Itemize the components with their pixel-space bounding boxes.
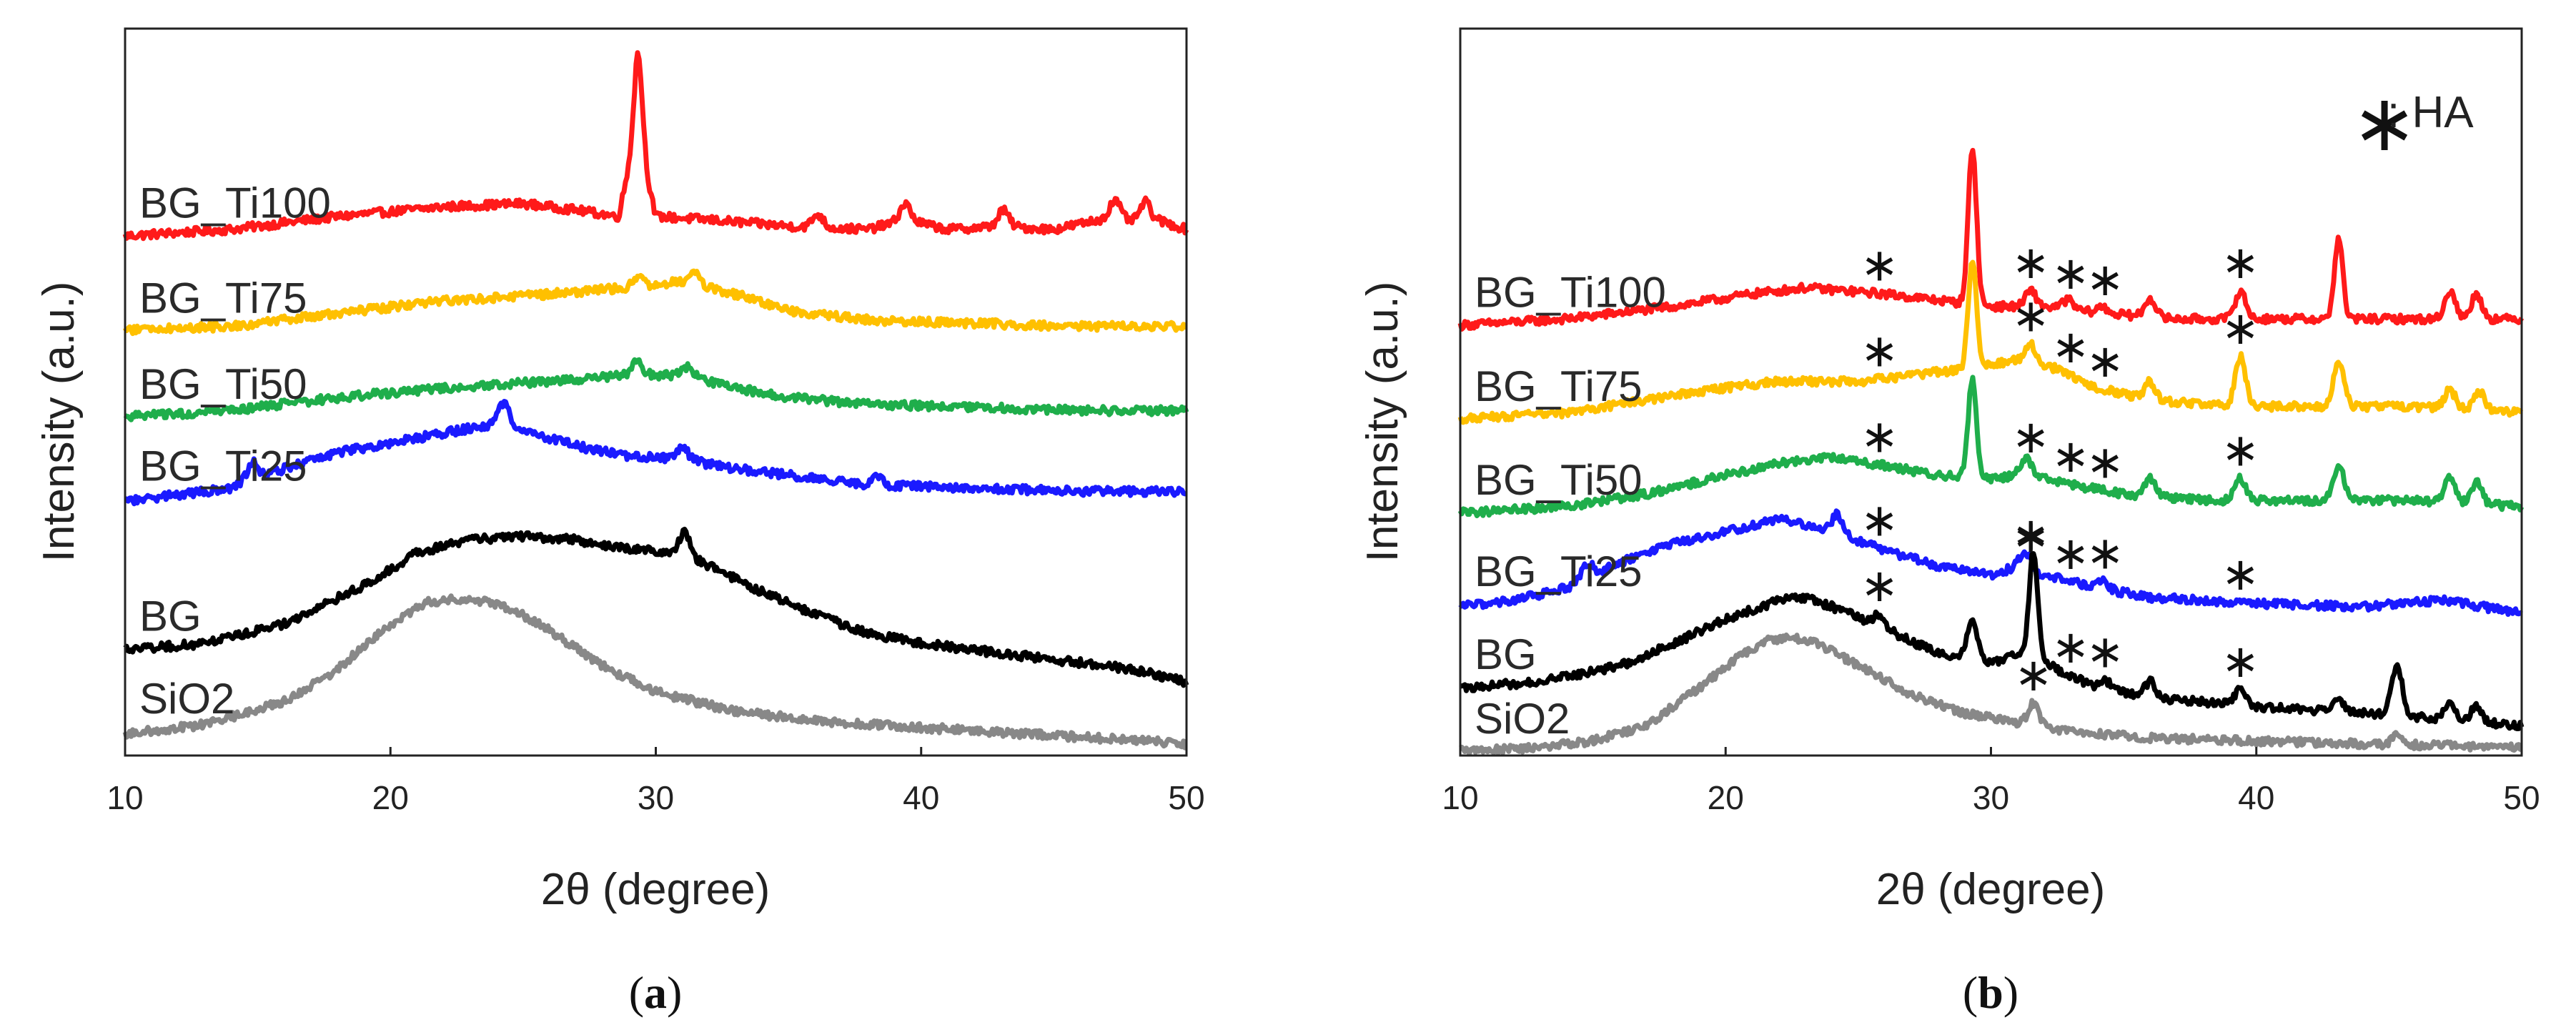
ha-legend: ∗ : HA	[2352, 77, 2474, 169]
ha-peak-marker: ∗	[2051, 528, 2090, 580]
ha-peak-marker: ∗	[1861, 411, 1899, 464]
series-label: BG_Ti50	[1475, 456, 1643, 504]
y-axis-title: Intensity (a.u.)	[1358, 282, 1407, 563]
series-label: BG_Ti100	[1475, 269, 1666, 317]
ha-peak-marker: ∗	[2051, 247, 2090, 300]
series-line-bg-ti50	[123, 357, 1189, 422]
ha-peak-marker: ∗	[1861, 560, 1899, 613]
plot-area: BG_Ti100 BG_Ti75 BG_Ti50 BG_Ti25 BG SiO2	[122, 50, 1189, 751]
panel-caption: (b)	[1963, 967, 2018, 1018]
ha-peak-marker: ∗	[2086, 527, 2124, 580]
x-tick-label: 10	[106, 779, 143, 816]
series-label: BG_Ti25	[139, 442, 307, 490]
panel-b: Intensity (a.u.) BG_Ti100∗ ∗ ∗∗ ∗BG_Ti75∗∗∗…	[1358, 27, 2540, 1018]
y-axis-title: Intensity (a.u.)	[34, 282, 84, 563]
ha-peak-marker: ∗	[2011, 411, 2050, 464]
plot-area: BG_Ti100∗ ∗ ∗∗ ∗BG_Ti75∗∗∗∗∗BG_Ti50∗ ∗ ∗∗ ∗BG_…	[1457, 147, 2525, 756]
ha-peak-marker: ∗	[1861, 494, 1899, 547]
ha-peak-marker: ∗	[2221, 635, 2260, 688]
ha-peak-marker: ∗	[2086, 625, 2124, 678]
panel-letter: a	[644, 967, 667, 1018]
ha-peak-marker: ∗	[2051, 430, 2090, 483]
ha-legend-marker: ∗	[2352, 77, 2417, 169]
series-label: BG_Ti25	[1475, 548, 1643, 595]
series-label: SiO2	[139, 675, 234, 723]
ha-peak-marker: ∗	[2221, 302, 2260, 355]
x-axis-ticks: 10 20 30 40 50	[106, 747, 1205, 816]
ha-peak-marker: ∗	[2221, 424, 2260, 477]
series-line-bg-ti100	[1457, 147, 2525, 332]
series-line-bg-ti50	[1457, 375, 2525, 518]
ha-peak-marker: ∗	[2011, 511, 2050, 564]
panel-letter: b	[1978, 967, 2003, 1018]
x-tick-label: 40	[903, 779, 939, 816]
ha-peak-marker: ∗	[2086, 335, 2124, 388]
series-line-bg-ti100	[122, 50, 1189, 242]
series-line-bg-ti25	[124, 399, 1188, 507]
ha-peak-marker: ∗	[2221, 237, 2260, 289]
x-tick-label: 50	[2503, 779, 2540, 816]
series-line-bg-ti25	[1458, 508, 2523, 617]
series-line-bg-ti75	[122, 268, 1188, 337]
series-line-bg-ti75	[1457, 259, 2524, 425]
x-axis-ticks: 10 20 30 40 50	[1442, 747, 2540, 816]
x-axis-title: 2θ (degree)	[541, 865, 771, 914]
panel-a: Intensity (a.u.) BG_Ti100BG_Ti75BG_Ti50B…	[34, 27, 1205, 1018]
series-label: BG_Ti100	[139, 179, 331, 227]
ha-peak-marker: ∗	[2011, 237, 2050, 289]
ha-peak-marker: ∗	[2051, 321, 2090, 374]
x-tick-label: 10	[1442, 779, 1478, 816]
ha-peak-marker: ∗	[2014, 649, 2053, 702]
series-label: BG_Ti75	[139, 274, 307, 322]
series-label: BG_Ti75	[1475, 362, 1643, 410]
ha-peak-marker: ∗	[2086, 254, 2124, 307]
x-tick-label: 30	[1973, 779, 2009, 816]
x-tick-label: 30	[638, 779, 674, 816]
series-line-sio2	[122, 593, 1188, 751]
series-label: BG	[139, 593, 202, 640]
x-tick-label: 50	[1168, 779, 1204, 816]
series-label: SiO2	[1475, 695, 1570, 743]
ha-peak-marker: ∗	[2051, 621, 2090, 674]
x-tick-label: 20	[1708, 779, 1744, 816]
x-tick-label: 40	[2238, 779, 2274, 816]
x-axis-title: 2θ (degree)	[1876, 865, 2106, 914]
x-tick-label: 20	[372, 779, 409, 816]
ha-peak-marker: ∗	[2011, 289, 2050, 342]
ha-peak-marker: ∗	[2086, 437, 2124, 490]
panel-caption: (a)	[629, 967, 683, 1018]
ha-peak-marker: ∗	[1861, 239, 1899, 292]
series-label: BG_Ti50	[139, 360, 307, 408]
series-line-bg	[1459, 551, 2525, 731]
series-line-bg	[123, 526, 1189, 688]
ha-legend-label: : HA	[2387, 88, 2474, 137]
series-label: BG	[1475, 630, 1537, 678]
ha-peak-marker: ∗	[2221, 548, 2260, 601]
series-line-sio2	[1459, 632, 2523, 756]
ha-peak-marker: ∗	[1861, 325, 1899, 377]
